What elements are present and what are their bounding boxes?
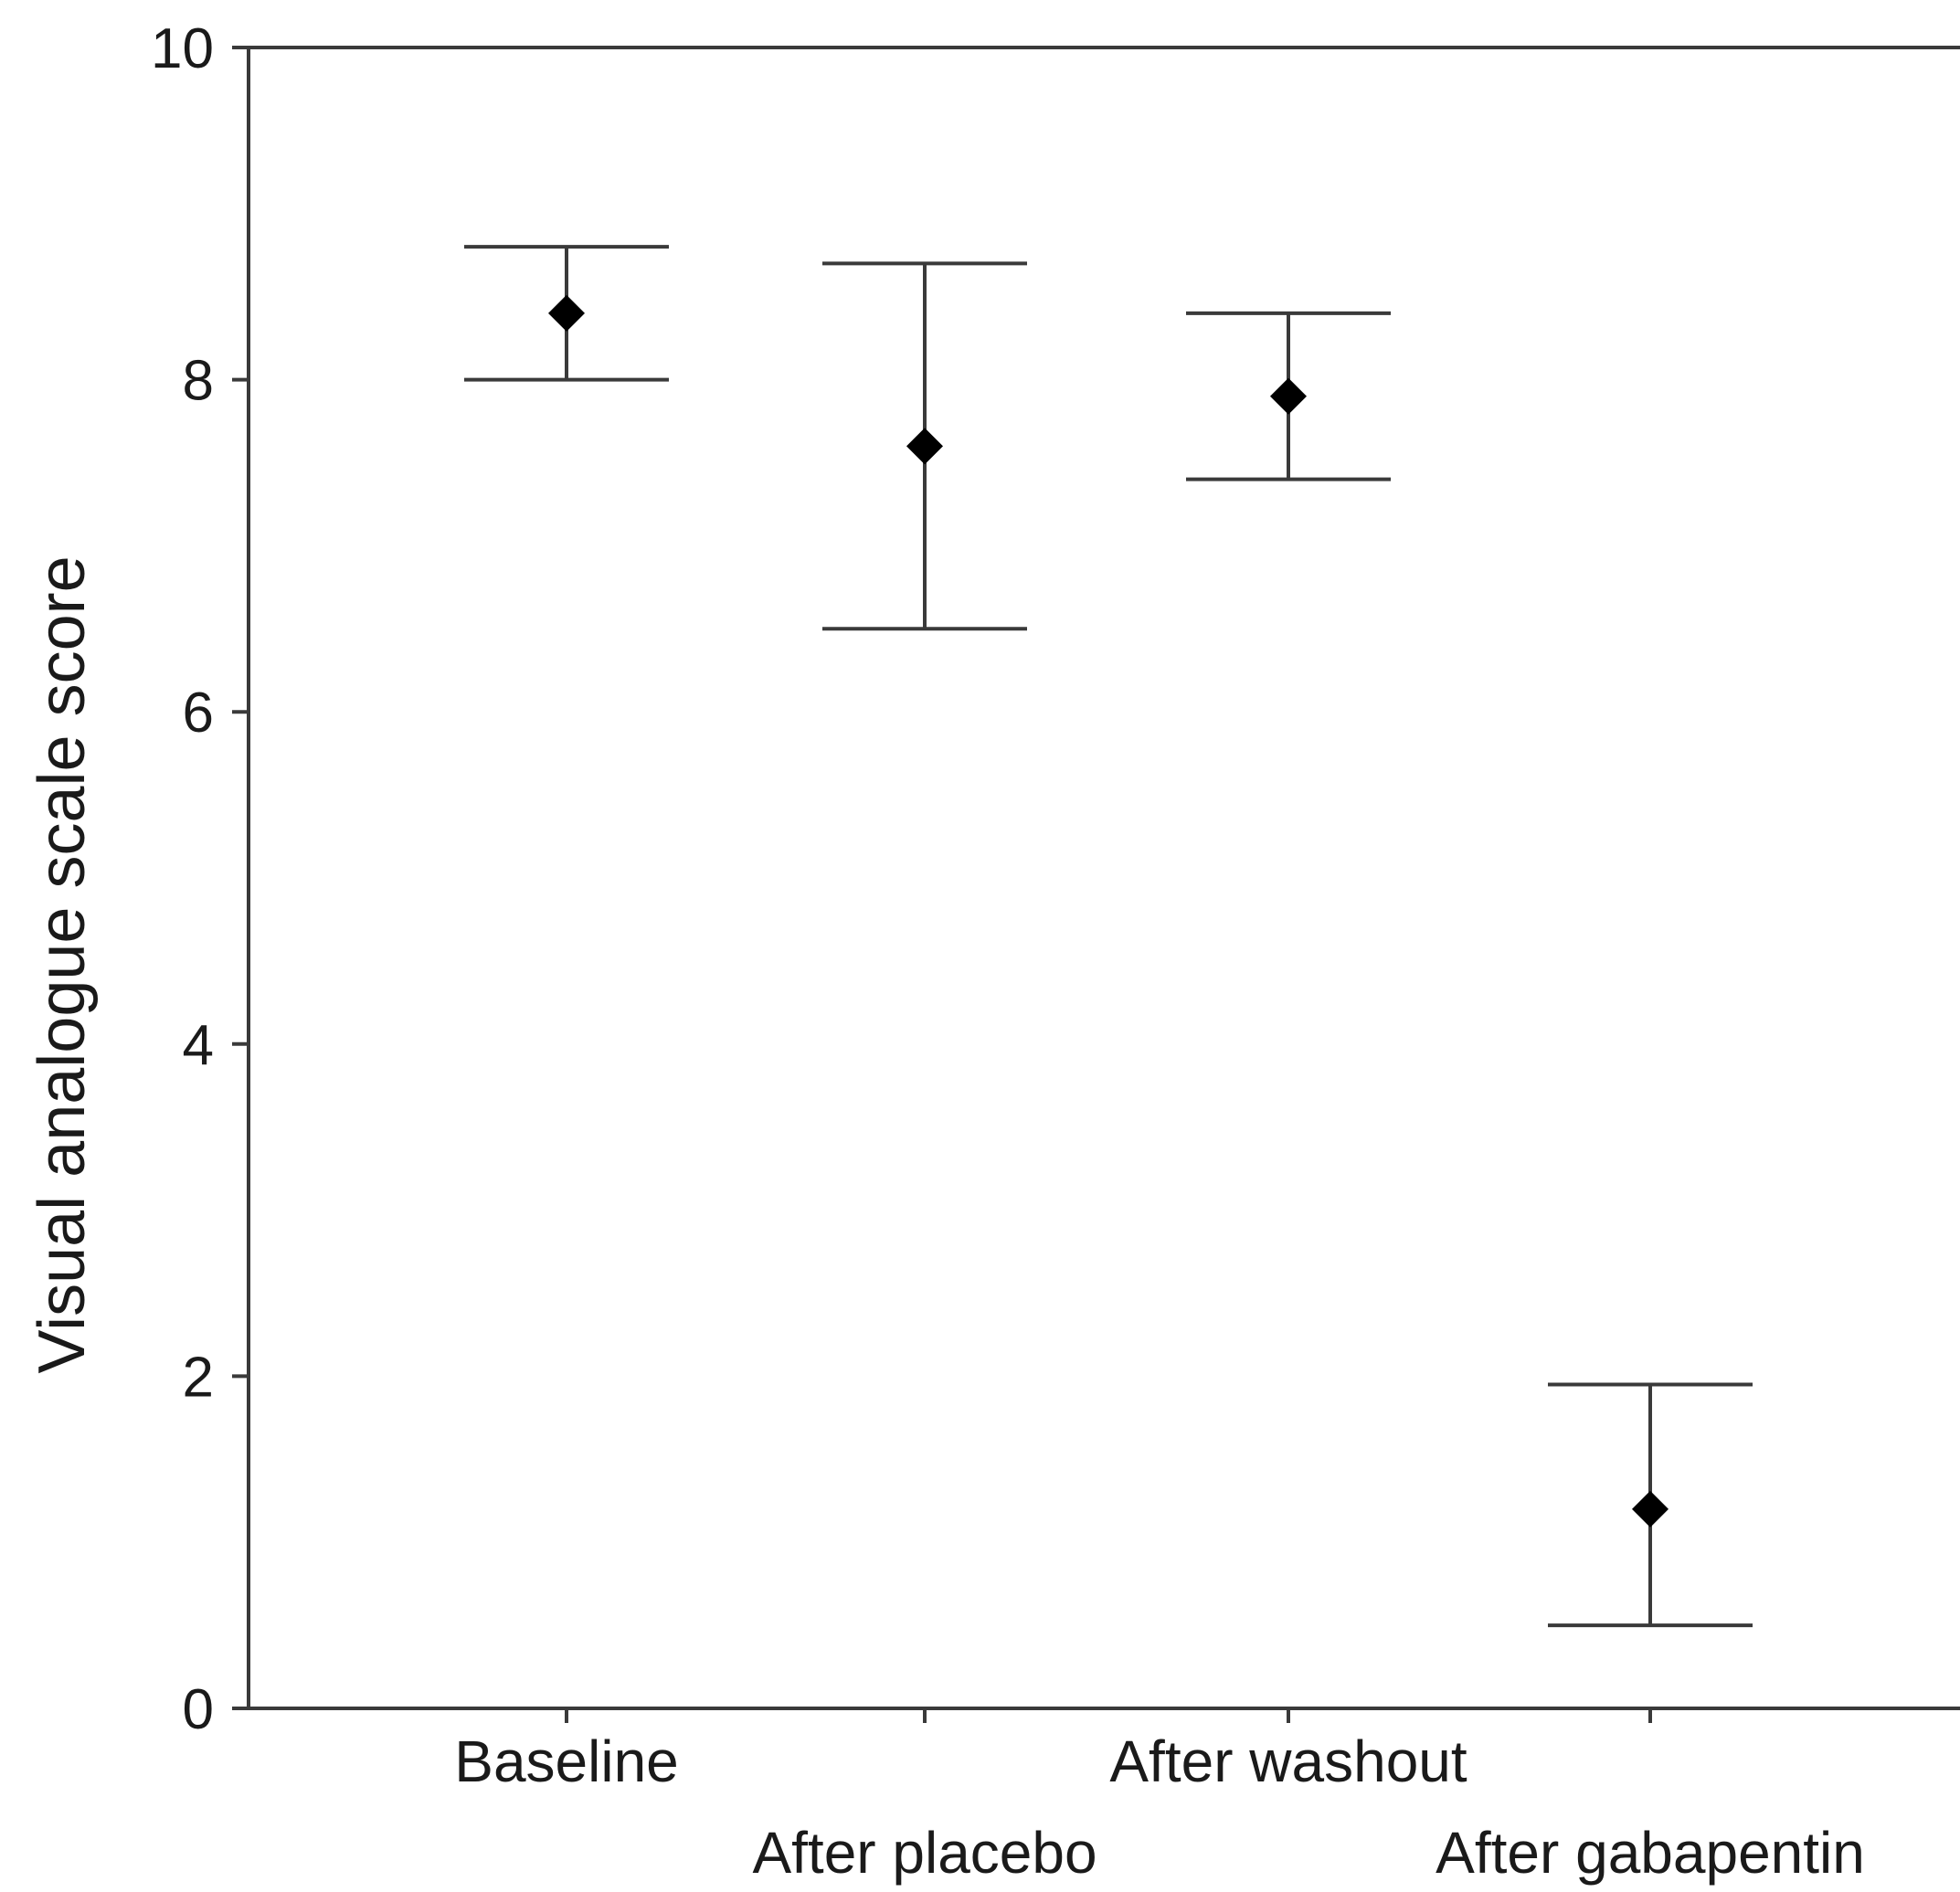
- y-tick-label: 6: [183, 682, 214, 745]
- x-tick-label: After gabapentin: [1436, 1820, 1865, 1886]
- data-point-group: [1548, 1382, 1753, 1628]
- plot-frame: [247, 46, 1960, 1710]
- data-point-group: [1186, 311, 1391, 481]
- data-point-group: [464, 245, 669, 382]
- y-ticks: 0 2 4 6 8 10: [151, 17, 249, 1741]
- diamond-marker: [548, 294, 585, 332]
- x-tick-label: After washout: [1109, 1728, 1467, 1794]
- y-axis-title: Visual analogue scale score: [26, 555, 99, 1373]
- data-points: [464, 245, 1753, 1628]
- y-tick-label: 8: [183, 350, 214, 413]
- y-tick-label: 2: [183, 1346, 214, 1409]
- y-tick-label: 10: [151, 17, 214, 80]
- diamond-marker: [1632, 1490, 1669, 1527]
- diamond-marker: [906, 428, 943, 465]
- diamond-marker: [1270, 377, 1307, 415]
- y-tick-label: 0: [183, 1678, 214, 1741]
- data-point-group: [822, 261, 1027, 631]
- y-tick-label: 4: [183, 1014, 214, 1077]
- x-tick-label: After placebo: [752, 1820, 1097, 1886]
- x-tick-label: Baseline: [454, 1728, 679, 1794]
